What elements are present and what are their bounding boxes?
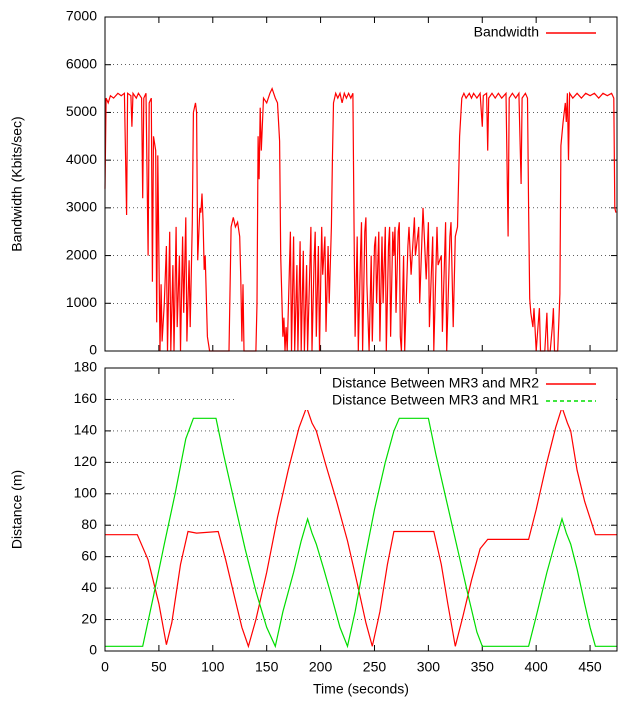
x-axis-label: Time (seconds): [313, 681, 409, 697]
legend-label: Distance Between MR3 and MR2: [332, 375, 539, 391]
data-line: [105, 405, 617, 649]
y-axis-label: Distance (m): [9, 470, 25, 549]
y-tick-label: 80: [81, 516, 97, 532]
legend-box: [235, 374, 616, 410]
y-tick-label: 100: [74, 484, 98, 500]
x-tick-label: 400: [524, 659, 548, 675]
data-line: [105, 417, 617, 649]
plot-frame: [104, 367, 618, 652]
y-tick-label: 140: [74, 422, 98, 438]
y-tick-label: 6000: [66, 55, 97, 71]
y-tick-label: 120: [74, 453, 98, 469]
y-tick-label: 40: [81, 579, 97, 595]
legend-label: Distance Between MR3 and MR1: [332, 392, 539, 408]
x-tick-label: 250: [363, 659, 387, 675]
y-tick-label: 5000: [66, 103, 97, 119]
y-tick-label: 160: [74, 390, 98, 406]
data-line: [104, 86, 617, 352]
y-tick-label: 1000: [66, 294, 97, 310]
x-tick-label: 150: [255, 659, 279, 675]
y-tick-label: 0: [89, 342, 97, 358]
x-tick-label: 300: [417, 659, 441, 675]
x-tick-label: 0: [101, 659, 109, 675]
y-tick-label: 2000: [66, 246, 97, 262]
x-tick-label: 100: [201, 659, 225, 675]
y-tick-label: 180: [74, 359, 98, 375]
x-tick-label: 450: [578, 659, 602, 675]
y-axis-label: Bandwidth (Kbits/sec): [9, 116, 25, 251]
y-tick-label: 7000: [66, 8, 97, 24]
y-tick-label: 3000: [66, 199, 97, 215]
y-tick-label: 60: [81, 547, 97, 563]
y-tick-label: 0: [89, 642, 97, 658]
x-tick-label: 50: [151, 659, 167, 675]
plot-frame: [104, 16, 618, 352]
x-tick-label: 200: [309, 659, 333, 675]
x-tick-label: 350: [471, 659, 495, 675]
y-tick-label: 20: [81, 610, 97, 626]
legend-label: Bandwidth: [474, 24, 539, 40]
y-tick-label: 4000: [66, 151, 97, 167]
